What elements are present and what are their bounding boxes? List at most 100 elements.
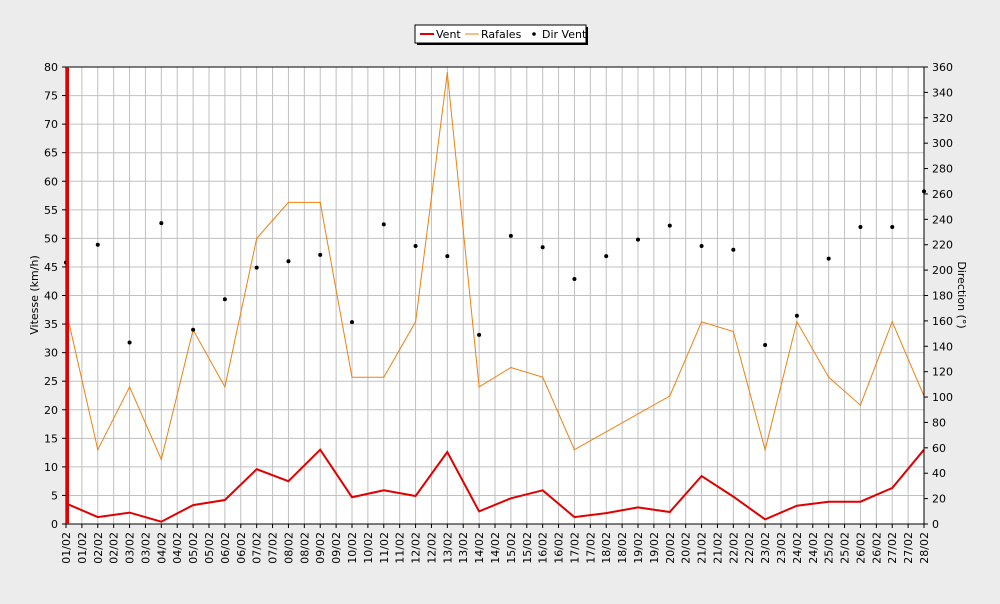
y-axis-right-label: Direction (°) <box>955 261 968 328</box>
x-tick-label: 11/02 <box>394 532 407 564</box>
x-tick-label: 12/02 <box>410 532 423 564</box>
data-point-vent <box>446 451 448 453</box>
left-tick-label: 5 <box>51 489 58 502</box>
data-point-vent <box>224 499 226 501</box>
x-tick-label: 24/02 <box>791 532 804 564</box>
data-point-rafales <box>700 321 703 323</box>
data-point-dir-vent <box>159 221 164 226</box>
x-tick-label: 02/02 <box>108 532 121 564</box>
y-axis-left-label: Vitesse (km/h) <box>28 255 41 335</box>
x-tick-label: 13/02 <box>457 532 470 564</box>
x-tick-label: 19/02 <box>632 532 645 564</box>
data-point-rafales <box>796 321 798 323</box>
data-point-vent <box>97 516 99 518</box>
left-tick-label: 65 <box>44 147 58 160</box>
data-point-dir-vent <box>318 252 323 257</box>
x-tick-label: 23/02 <box>775 532 788 564</box>
data-point-vent <box>192 504 194 506</box>
series-line-rafales <box>65 72 925 461</box>
right-tick-label: 260 <box>932 188 953 201</box>
x-tick-label: 21/02 <box>711 532 724 564</box>
x-tick-label: 27/02 <box>902 532 915 564</box>
x-tick-label: 25/02 <box>839 532 852 564</box>
left-tick-label: 10 <box>44 461 58 474</box>
right-tick-label: 220 <box>932 239 953 252</box>
x-tick-label: 20/02 <box>664 532 677 564</box>
data-point-vent <box>319 449 321 451</box>
legend-dir-swatch <box>532 32 536 36</box>
data-point-dir-vent <box>95 242 100 247</box>
x-tick-label: 10/02 <box>346 532 359 564</box>
x-tick-label: 09/02 <box>330 532 343 564</box>
x-tick-label: 14/02 <box>473 532 486 564</box>
data-point-dir-vent <box>604 254 609 259</box>
data-point-vent <box>732 495 734 498</box>
data-point-rafales <box>446 72 448 74</box>
left-tick-label: 40 <box>44 290 58 303</box>
x-tick-label: 15/02 <box>521 532 534 564</box>
left-tick-label: 80 <box>44 61 58 74</box>
right-tick-label: 100 <box>932 391 953 404</box>
x-tick-label: 28/02 <box>918 532 931 564</box>
data-point-rafales <box>97 449 99 451</box>
x-tick-label: 01/02 <box>76 532 89 564</box>
right-axis: 0 20 40 60 80 100 120 140 160 180 200 220 240 260 280 3… <box>924 61 953 531</box>
data-point-vent <box>414 495 417 497</box>
right-tick-label: 200 <box>932 264 953 277</box>
right-tick-label: 320 <box>932 112 953 125</box>
x-tick-label: 18/02 <box>600 532 613 564</box>
left-tick-label: 75 <box>44 90 58 103</box>
right-tick-label: 300 <box>932 137 953 150</box>
x-tick-label: 04/02 <box>155 532 168 564</box>
x-tick-label: 03/02 <box>139 532 152 564</box>
data-point-vent <box>256 468 258 470</box>
data-point-rafales <box>859 404 862 406</box>
legend-rafales-label: Rafales <box>481 28 522 41</box>
data-point-vent <box>287 480 290 482</box>
data-point-vent <box>478 510 480 513</box>
legend-dir-label: Dir Vent <box>542 28 587 41</box>
data-point-vent <box>160 521 162 523</box>
right-tick-label: 40 <box>932 467 946 480</box>
data-point-rafales <box>287 201 290 203</box>
data-point-dir-vent <box>286 259 291 264</box>
data-point-vent <box>828 501 830 503</box>
right-tick-label: 140 <box>932 340 953 353</box>
data-point-dir-vent <box>413 243 418 248</box>
x-tick-label: 11/02 <box>378 532 391 564</box>
right-tick-label: 360 <box>932 61 953 74</box>
data-point-rafales <box>319 201 321 203</box>
data-point-rafales <box>128 386 131 388</box>
x-tick-label: 09/02 <box>314 532 327 564</box>
data-point-rafales <box>573 449 576 451</box>
right-tick-label: 180 <box>932 290 953 303</box>
left-tick-label: 60 <box>44 175 58 188</box>
data-point-dir-vent <box>191 327 196 332</box>
left-tick-label: 0 <box>51 518 58 531</box>
x-tick-label: 17/02 <box>568 532 581 564</box>
data-point-vent <box>859 501 862 503</box>
data-point-vent <box>764 518 766 521</box>
right-tick-label: 80 <box>932 416 946 429</box>
x-tick-label: 22/02 <box>727 532 740 564</box>
right-tick-label: 240 <box>932 213 953 226</box>
data-point-dir-vent <box>699 243 704 248</box>
data-point-dir-vent <box>540 245 545 250</box>
data-point-vent <box>605 512 607 514</box>
left-tick-label: 55 <box>44 204 58 217</box>
x-tick-label: 04/02 <box>171 532 184 564</box>
data-point-vent <box>669 511 671 513</box>
x-tick-label: 07/02 <box>267 532 280 564</box>
data-point-dir-vent <box>890 224 895 229</box>
right-tick-label: 20 <box>932 493 946 506</box>
data-point-rafales <box>351 376 353 378</box>
data-point-dir-vent <box>445 254 450 259</box>
data-point-dir-vent <box>350 320 354 325</box>
data-point-dir-vent <box>636 237 640 242</box>
data-point-vent <box>128 511 131 514</box>
data-point-vent <box>351 496 353 498</box>
data-point-rafales <box>891 321 893 323</box>
left-axis-marker <box>66 67 69 524</box>
x-tick-label: 26/02 <box>870 532 883 564</box>
